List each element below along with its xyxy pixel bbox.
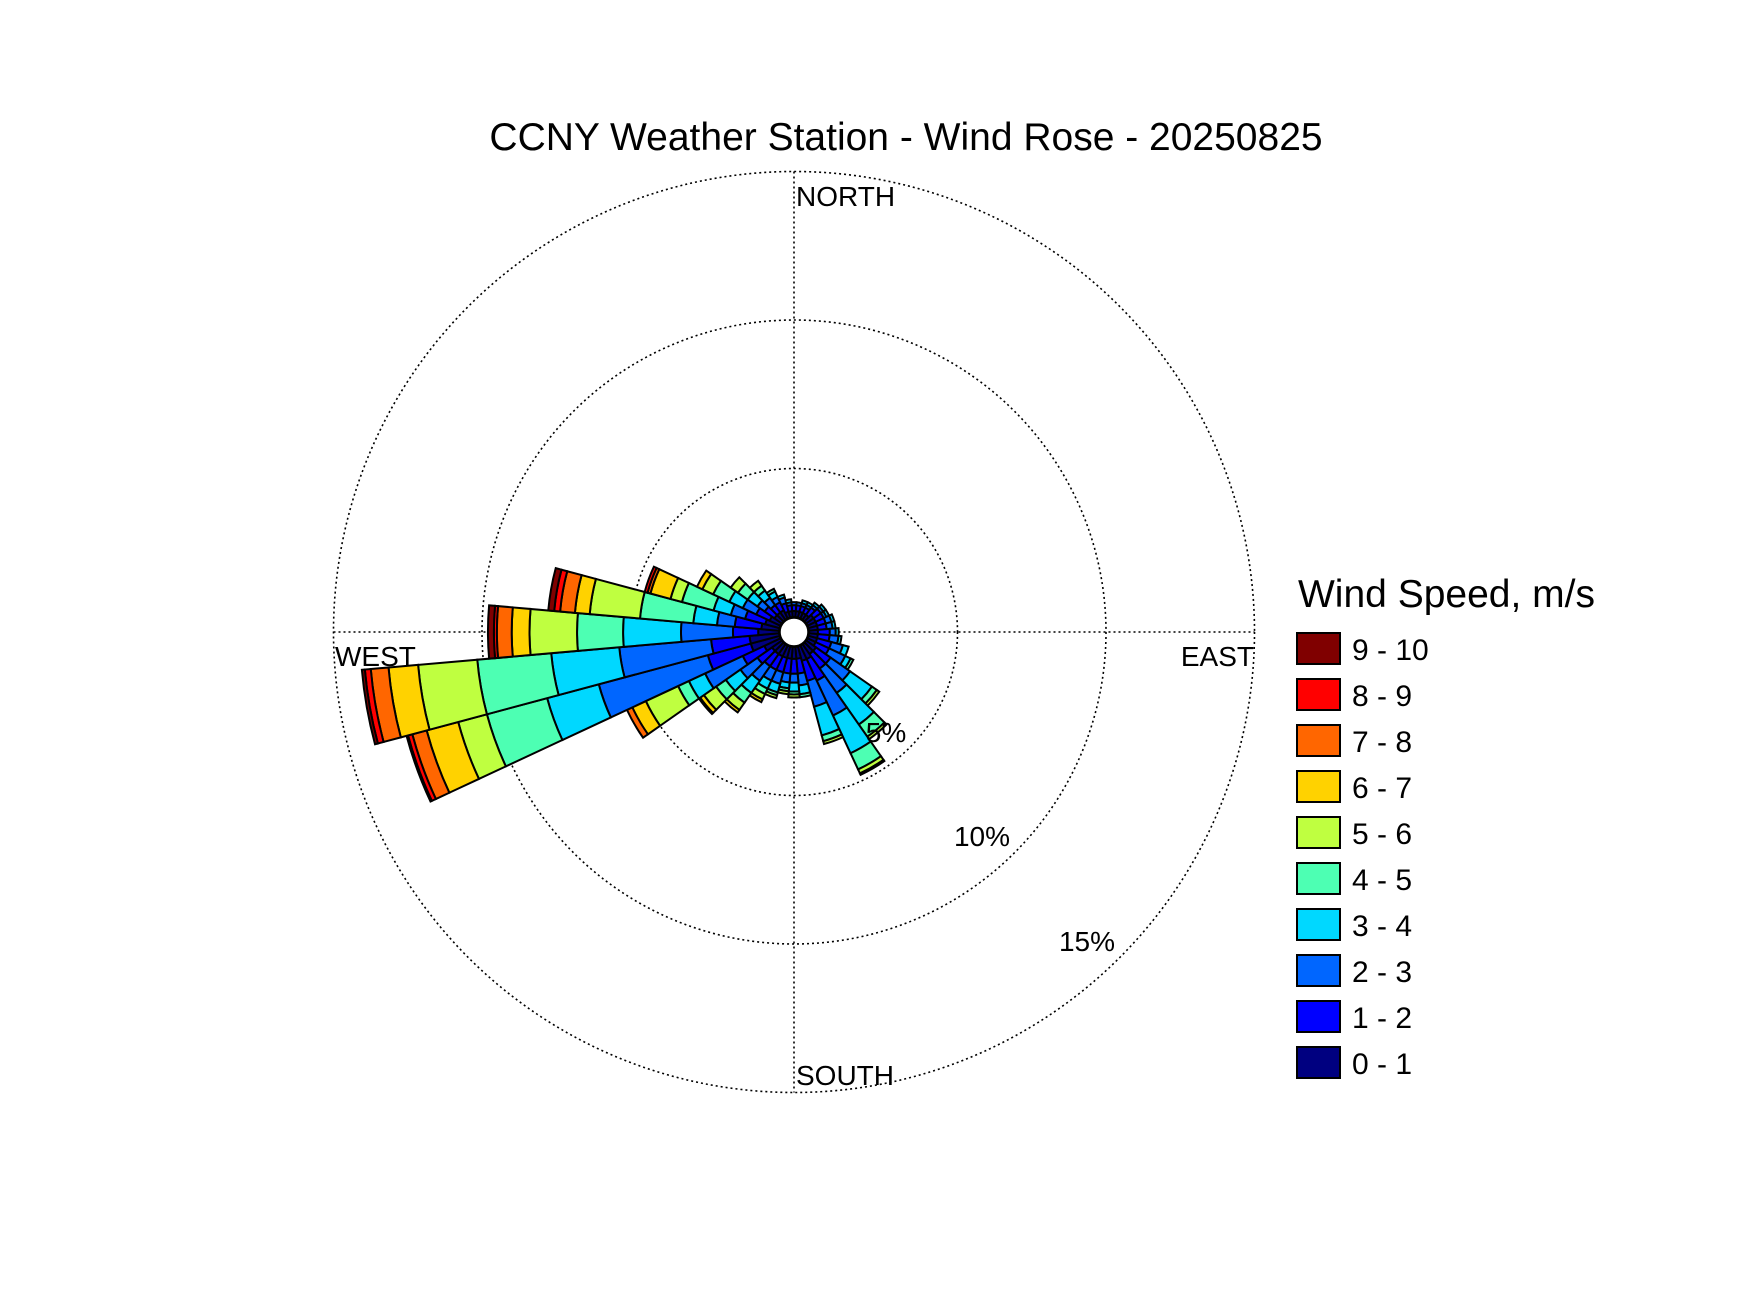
sector-340 — [776, 593, 792, 620]
bar-segment-340-speed-3 — [776, 593, 786, 601]
chart-title: CCNY Weather Station - Wind Rose - 20250… — [489, 116, 1322, 159]
legend-swatch — [1296, 954, 1341, 987]
sector-330 — [765, 587, 789, 622]
east-label: EAST — [1181, 641, 1254, 672]
legend-swatch — [1296, 632, 1341, 665]
legend-label: 9 - 10 — [1352, 634, 1429, 667]
bar-segment-290-speed-8 — [643, 565, 658, 594]
legend-label: 5 - 6 — [1352, 818, 1412, 851]
sector-270 — [486, 604, 781, 660]
radial-tick-15: 15% — [1059, 926, 1115, 957]
legend-swatch — [1296, 908, 1341, 941]
legend-label: 3 - 4 — [1352, 910, 1412, 943]
sector-260 — [360, 632, 781, 746]
legend-label: 2 - 3 — [1352, 956, 1412, 989]
sector-280 — [547, 566, 781, 632]
sector-140 — [801, 641, 888, 741]
bar-segment-150-speed-6 — [858, 758, 886, 777]
north-label: NORTH — [796, 181, 895, 212]
legend-item: 8 - 9 — [1296, 678, 1412, 713]
sector-320 — [748, 579, 787, 623]
bar-segment-320-speed-5 — [748, 579, 763, 594]
legend-item: 0 - 1 — [1296, 1046, 1412, 1081]
south-label: SOUTH — [796, 1060, 894, 1091]
radial-tick-10: 10% — [954, 821, 1010, 852]
sector-350 — [784, 598, 794, 619]
legend-title: Wind Speed, m/s — [1298, 573, 1595, 616]
legend-label: 4 - 5 — [1352, 864, 1412, 897]
legend-item: 1 - 2 — [1296, 1000, 1412, 1035]
grid-circle-10 — [481, 319, 1107, 945]
bar-segment-160-speed-5 — [822, 733, 845, 746]
legend-item: 6 - 7 — [1296, 770, 1412, 805]
bar-segment-190-speed-5 — [776, 688, 790, 696]
sector-170 — [794, 645, 813, 699]
bar-segment-310-speed-5 — [729, 575, 748, 595]
wind-rose-bars — [360, 565, 888, 803]
legend: Wind Speed, m/s 9 - 10 8 - 9 7 - 8 6 - 7 5 -… — [1296, 573, 1595, 1081]
bar-segment-330-speed-4 — [765, 587, 777, 597]
sector-130 — [803, 639, 881, 708]
legend-label: 0 - 1 — [1352, 1048, 1412, 1081]
legend-item: 2 - 3 — [1296, 954, 1412, 989]
legend-item: 4 - 5 — [1296, 862, 1412, 897]
bar-segment-280-speed-9 — [547, 566, 563, 613]
legend-swatch — [1296, 816, 1341, 849]
center-hole — [779, 617, 809, 647]
bar-segment-170-speed-4 — [798, 691, 813, 699]
legend-label: 1 - 2 — [1352, 1002, 1412, 1035]
bar-segment-270-speed-7 — [495, 605, 514, 659]
sector-250 — [405, 634, 782, 803]
legend-swatch — [1296, 862, 1341, 895]
sector-290 — [643, 565, 782, 630]
legend-swatch — [1296, 678, 1341, 711]
bar-segment-350-speed-3 — [784, 598, 793, 605]
sector-300 — [695, 569, 784, 627]
bar-segment-270-speed-5 — [528, 607, 579, 657]
legend-swatch — [1296, 1046, 1341, 1079]
bar-segment-270-speed-4 — [576, 612, 625, 652]
legend-label: 6 - 7 — [1352, 772, 1412, 805]
legend-swatch — [1296, 1000, 1341, 1033]
legend-swatch — [1296, 770, 1341, 803]
legend-label: 8 - 9 — [1352, 680, 1412, 713]
bar-segment-270-speed-9 — [486, 604, 497, 660]
sector-160 — [796, 644, 845, 746]
bar-segment-180-speed-5 — [787, 693, 801, 699]
west-label: WEST — [335, 641, 416, 672]
bar-segment-270-speed-6 — [510, 606, 532, 658]
legend-item: 3 - 4 — [1296, 908, 1412, 943]
legend-item: 5 - 6 — [1296, 816, 1412, 851]
bar-segment-260-speed-9 — [360, 668, 380, 746]
radial-tick-5: 5% — [866, 717, 906, 748]
bar-segment-300-speed-6 — [695, 569, 713, 591]
legend-label: 7 - 8 — [1352, 726, 1412, 759]
legend-item: 9 - 10 — [1296, 632, 1429, 667]
bar-segment-280-speed-5 — [588, 577, 646, 620]
legend-swatch — [1296, 724, 1341, 757]
sector-200 — [763, 644, 792, 700]
legend-item: 7 - 8 — [1296, 724, 1412, 759]
